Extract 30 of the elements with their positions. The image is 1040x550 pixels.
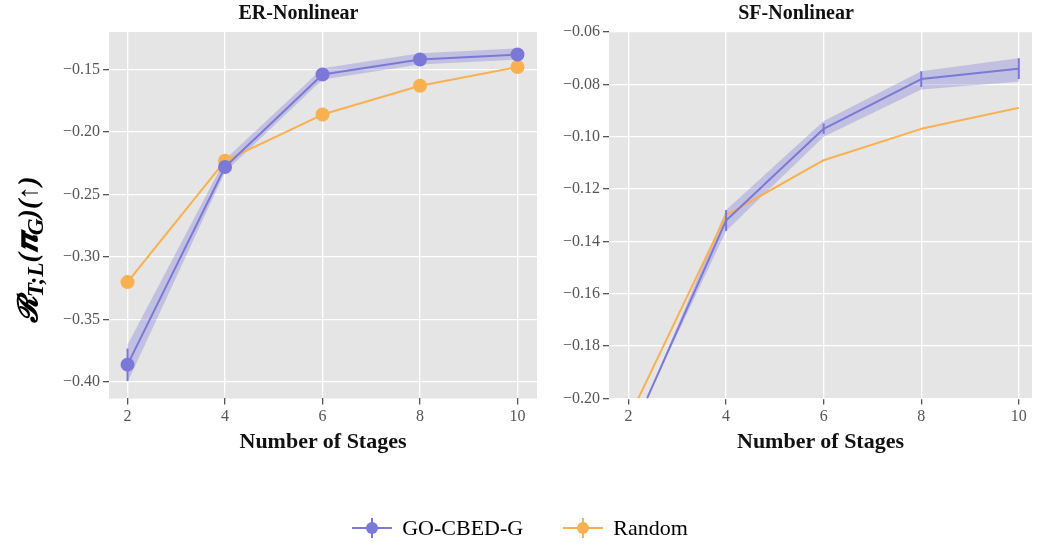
- y-tick-label: −0.12: [562, 179, 601, 197]
- chart-title: SF-Nonlinear: [738, 1, 854, 24]
- x-axis-title: Number of Stages: [737, 428, 905, 454]
- x-tick-label: 10: [1010, 407, 1027, 425]
- x-tick-label: 10: [509, 407, 526, 425]
- y-tick-label: −0.20: [62, 122, 101, 140]
- legend-label: GO-CBED-G: [402, 515, 524, 541]
- x-tick-label: 6: [318, 407, 327, 425]
- y-tick-label: −0.08: [562, 74, 601, 92]
- y-tick-label: −0.18: [562, 336, 601, 354]
- x-tick-label: 2: [624, 407, 633, 425]
- y-tick-label: −0.15: [62, 59, 101, 77]
- y-tick-label: −0.16: [562, 283, 601, 301]
- x-tick-label: 8: [917, 407, 926, 425]
- y-tick-label: −0.20: [562, 388, 601, 406]
- y-tick-label: −0.25: [62, 184, 101, 202]
- y-tick-label: −0.06: [562, 22, 601, 40]
- chart-title: ER-Nonlinear: [238, 1, 359, 24]
- x-tick-label: 2: [123, 407, 132, 425]
- x-tick-label: 6: [819, 407, 828, 425]
- y-tick-label: −0.35: [62, 309, 101, 327]
- y-tick-label: −0.30: [62, 247, 101, 265]
- y-tick-label: −0.14: [562, 231, 601, 249]
- y-tick-label: −0.40: [62, 372, 101, 390]
- x-tick-label: 8: [416, 407, 425, 425]
- x-tick-label: 4: [221, 407, 230, 425]
- x-axis-title: Number of Stages: [239, 428, 407, 454]
- legend-label: Random: [613, 515, 688, 541]
- y-tick-label: −0.10: [562, 126, 601, 144]
- x-tick-label: 4: [722, 407, 731, 425]
